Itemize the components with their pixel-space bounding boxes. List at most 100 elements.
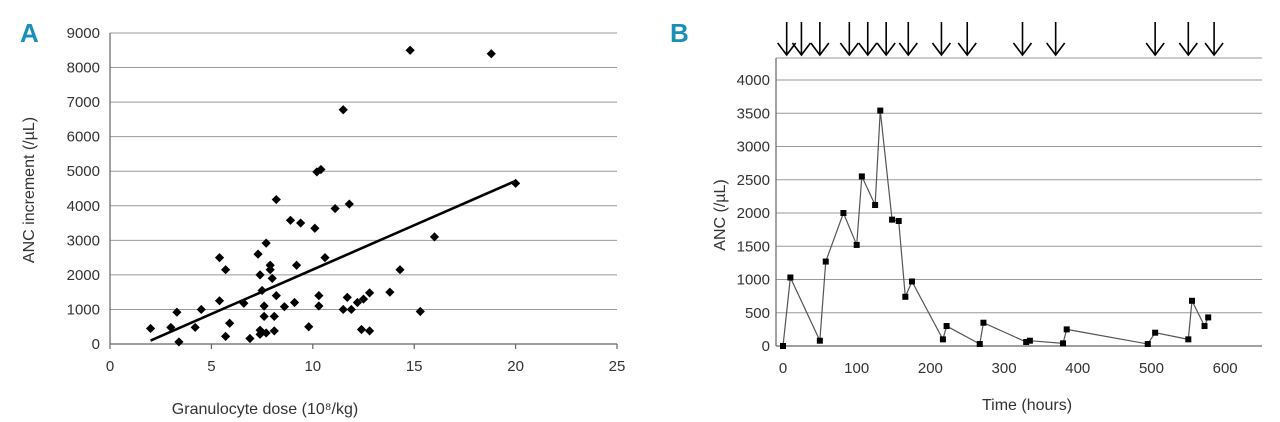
panel-b-x-tick-labels: 0 100 200 300 400 500 600 (779, 360, 1238, 377)
panel-a-data-point (255, 270, 265, 280)
panel-a-y-tick-label: 1000 (67, 301, 100, 318)
panel-a-data-point (316, 164, 326, 175)
panel-a-data-point (220, 265, 231, 275)
panel-a-data-point (342, 292, 352, 302)
down-arrow-icon (858, 22, 878, 57)
panel-b-y-tick-label: 1500 (737, 238, 770, 255)
down-arrow-icon (1178, 22, 1198, 57)
panel-a-data-point (405, 45, 415, 55)
down-arrow-icon (1204, 22, 1224, 57)
panel-a-data-point (269, 326, 279, 336)
down-arrow-icon (1046, 22, 1066, 57)
panel-b-x-axis-label: Time (hours) (982, 397, 1072, 414)
panel-b-y-tick-label: 2000 (737, 205, 770, 222)
down-arrow-icon (931, 22, 952, 57)
panel-a-x-tick-label: 25 (609, 358, 626, 375)
down-arrow-icon (1145, 22, 1165, 57)
down-arrow-icon (957, 22, 977, 57)
panel-a-data-point (190, 322, 200, 333)
panel-a-data-point (385, 287, 395, 297)
panel-a-data-point (352, 297, 363, 308)
panel-a-data-point (291, 260, 302, 270)
arrow-head (1204, 42, 1224, 57)
panel-b-data-point (895, 217, 902, 224)
panel-a-x-tick-label: 15 (406, 358, 423, 375)
panel-a-y-tick-label: 9000 (67, 25, 100, 42)
panel-b-data-point (939, 336, 946, 343)
arrow-head (839, 42, 859, 57)
panel-a-data-point (225, 318, 235, 328)
panel-b-data-point (1060, 340, 1067, 347)
panel-b-data-point (840, 210, 847, 216)
panel-b-series-line (782, 110, 1209, 347)
panel-b-data-point (877, 107, 884, 114)
panel-b-data-point (780, 343, 786, 349)
panel-a-data-point (214, 253, 225, 263)
panel-a-data-point (271, 194, 281, 205)
panel-a-y-tick-label: 4000 (67, 198, 100, 215)
panel-a-data-point (265, 265, 275, 275)
panel-a-data-point (267, 273, 277, 283)
panel-b-data-point (980, 319, 987, 326)
panel-a-data-point (330, 203, 340, 214)
panel-b-data-point (1188, 297, 1195, 304)
panel-b-data-point (1026, 337, 1033, 344)
panel-a-y-axis-label: ANC increment (/µL) (21, 117, 38, 263)
arrow-head (858, 42, 878, 57)
panel-a-data-point (253, 249, 263, 259)
panel-a-letter: A (20, 18, 39, 48)
panel-a-data-point (296, 218, 306, 228)
panel-a-data-point (214, 296, 225, 306)
panel-a-x-axis-label: Granulocyte dose (10⁸/kg) (172, 401, 358, 418)
panel-a-data-point (245, 333, 255, 344)
panel-b-x-tick-label: 0 (779, 360, 787, 377)
panel-a-data-point (269, 311, 279, 321)
panel-a: A 0100020003000400050006000700080009000 … (20, 18, 625, 418)
panel-a-y-tick-label: 5000 (67, 163, 100, 180)
panel-a-data-point (429, 232, 440, 242)
panel-b-data-point (976, 341, 983, 348)
panel-a-data-point (310, 223, 320, 233)
panel-b-data-point (943, 323, 950, 330)
panel-a-x-tick-label: 20 (507, 358, 524, 375)
panel-a-y-tick-label: 6000 (67, 129, 100, 146)
panel-a-data-point (285, 215, 296, 225)
panel-a-data-point (338, 105, 348, 115)
panel-a-axes (109, 33, 618, 349)
down-arrow-icon (898, 22, 918, 57)
panel-b-axes (775, 58, 1262, 347)
arrow-head (898, 42, 918, 57)
panel-b-data-point (1201, 323, 1208, 330)
panel-b-x-tick-label: 400 (1065, 360, 1090, 377)
panel-a-data-point (314, 291, 324, 301)
panel-b-y-tick-labels: 0 500 1000 1500 2000 2500 3000 3500 4000 (737, 72, 770, 355)
panel-a-data-point (261, 328, 271, 338)
panel-a-data-point (356, 324, 367, 335)
panel-a-data-point (364, 326, 375, 336)
panel-b-gridlines (776, 57, 1262, 314)
panel-a-data-point (174, 337, 184, 347)
panel-a-data-point (358, 294, 369, 304)
panel-b-y-tick-label: 500 (745, 305, 770, 322)
panel-b-data-point (902, 293, 909, 300)
panel-b-data-point (787, 274, 794, 281)
panel-a-data-point (312, 167, 322, 177)
panel-b-x-tick-label: 100 (844, 360, 869, 377)
panel-a-data-point (486, 49, 496, 59)
panel-a-x-tick-label: 10 (304, 358, 321, 375)
panel-b-data-point (858, 173, 865, 180)
panel-a-data-point (320, 253, 330, 263)
down-arrow-icon (839, 22, 859, 57)
panel-b-y-tick-label: 4000 (737, 72, 770, 89)
panel-b-x-tick-label: 200 (918, 360, 943, 377)
arrow-head (1012, 42, 1033, 57)
panel-a-data-point (279, 302, 290, 312)
down-arrow-icon (1012, 22, 1033, 57)
panel-a-data-point (314, 301, 324, 311)
panel-b-y-tick-label: 1000 (737, 272, 770, 289)
panel-a-trendline (150, 179, 517, 342)
panel-a-data-point (289, 297, 300, 308)
panel-a-y-tick-label: 2000 (67, 267, 100, 284)
panel-b-data-point (1205, 314, 1212, 321)
